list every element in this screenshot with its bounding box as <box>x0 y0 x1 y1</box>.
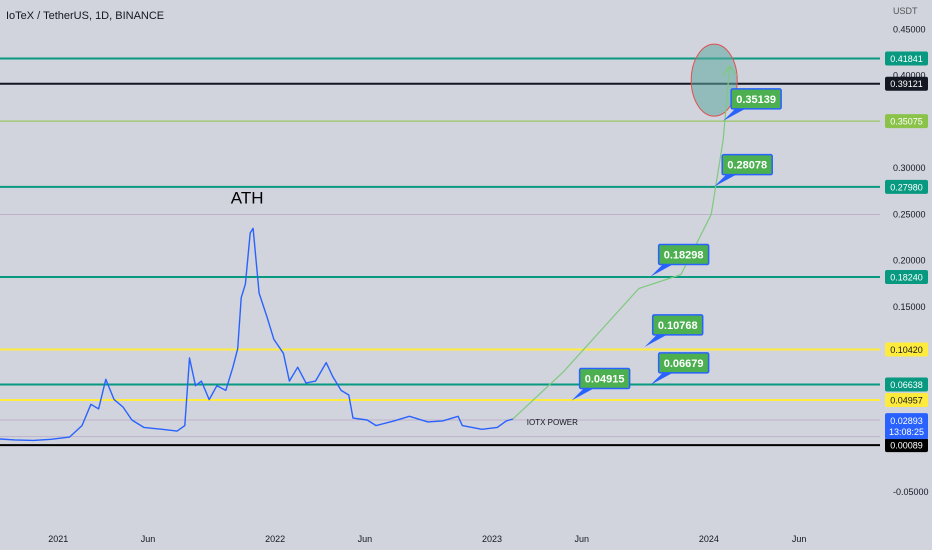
level-badge <box>885 114 928 129</box>
current-price-badge <box>885 413 928 440</box>
target-label: 0.10768 <box>658 320 698 332</box>
target-box <box>578 367 631 390</box>
level-badge-label: 0.27980 <box>890 182 923 192</box>
symbol-title[interactable]: IoTeX / TetherUS, 1D, BINANCE <box>6 10 164 22</box>
time-tick-label: Jun <box>792 534 807 544</box>
level-badge-label: 0.39121 <box>890 79 923 89</box>
time-tick-label: Jun <box>141 534 156 544</box>
countdown-label: 13:08:25 <box>889 427 924 437</box>
level-badge <box>885 270 928 285</box>
time-tick-label: 2022 <box>265 534 285 544</box>
time-tick-label: 2023 <box>482 534 502 544</box>
target-label: 0.18298 <box>664 249 704 261</box>
level-badge-label: 0.06638 <box>890 380 923 390</box>
time-tick-label: Jun <box>358 534 373 544</box>
target-circle <box>690 43 738 117</box>
price-tick-label: 0.15000 <box>893 302 926 312</box>
target-box <box>657 243 710 266</box>
target-box <box>730 88 782 110</box>
level-badge <box>885 377 928 392</box>
time-tick-label: 2024 <box>699 534 719 544</box>
target-pointer <box>650 372 673 385</box>
ath-label: ATH <box>231 188 264 207</box>
level-badge <box>885 393 928 408</box>
level-badge-label: 0.41841 <box>890 54 923 64</box>
level-badge <box>885 179 928 194</box>
target-pointer <box>644 334 667 347</box>
projection-arrowhead <box>722 65 738 76</box>
level-badge-label: 0.18240 <box>890 273 923 283</box>
target-pointer <box>714 174 737 187</box>
projection-path <box>512 66 731 420</box>
currency-label: USDT <box>893 6 918 16</box>
price-tick-label: -0.05000 <box>893 487 929 497</box>
price-badges: 0.41841 0.39121 0.35075 0.27980 0.18240 0.104… <box>885 51 928 453</box>
level-badge-label: 0.04957 <box>890 396 923 406</box>
target-box <box>721 153 773 176</box>
projection-label: IOTX POWER <box>527 418 578 427</box>
level-badge-label: 0.00089 <box>890 441 923 451</box>
current-price-label: 0.02893 <box>890 416 923 426</box>
target-box <box>657 352 710 374</box>
projection-path-layer: IOTX POWER <box>512 65 738 427</box>
price-series-layer <box>0 227 513 442</box>
time-tick-label: 2021 <box>48 534 68 544</box>
time-tick-label: Jun <box>574 534 589 544</box>
horizontal-levels <box>0 57 880 447</box>
faint-level-lines <box>0 213 880 438</box>
price-tick-label: 0.25000 <box>893 209 926 219</box>
target-pointer <box>723 108 746 121</box>
target-box <box>651 314 704 336</box>
level-badge <box>885 76 928 91</box>
price-axis: 0.45000 0.40000 0.30000 0.25000 0.20000 0.150… <box>893 24 929 497</box>
price-tick-label: 0.40000 <box>893 71 926 81</box>
price-tick-label: 0.45000 <box>893 24 926 34</box>
target-pointer <box>650 264 673 277</box>
price-tick-label: 0.30000 <box>893 163 926 173</box>
level-badge-label: 0.10420 <box>890 345 923 355</box>
time-axis: 2021 Jun 2022 Jun 2023 Jun 2024 Jun <box>48 534 806 544</box>
target-label: 0.35139 <box>736 94 776 106</box>
level-badge <box>885 438 928 453</box>
price-tick-label: 0.20000 <box>893 256 926 266</box>
target-label: 0.04915 <box>585 374 625 386</box>
price-line <box>0 227 513 442</box>
target-labels: 0.04915 0.10768 0.06679 0.18298 0.28078 0.351… <box>571 88 782 401</box>
level-badge-label: 0.35075 <box>890 117 923 127</box>
level-badge <box>885 51 928 66</box>
level-badge <box>885 342 928 357</box>
annotations: ATH <box>231 188 264 207</box>
target-pointer <box>571 388 594 401</box>
target-circle-layer <box>690 43 738 117</box>
target-label: 0.06679 <box>664 358 704 370</box>
target-label: 0.28078 <box>727 160 767 172</box>
